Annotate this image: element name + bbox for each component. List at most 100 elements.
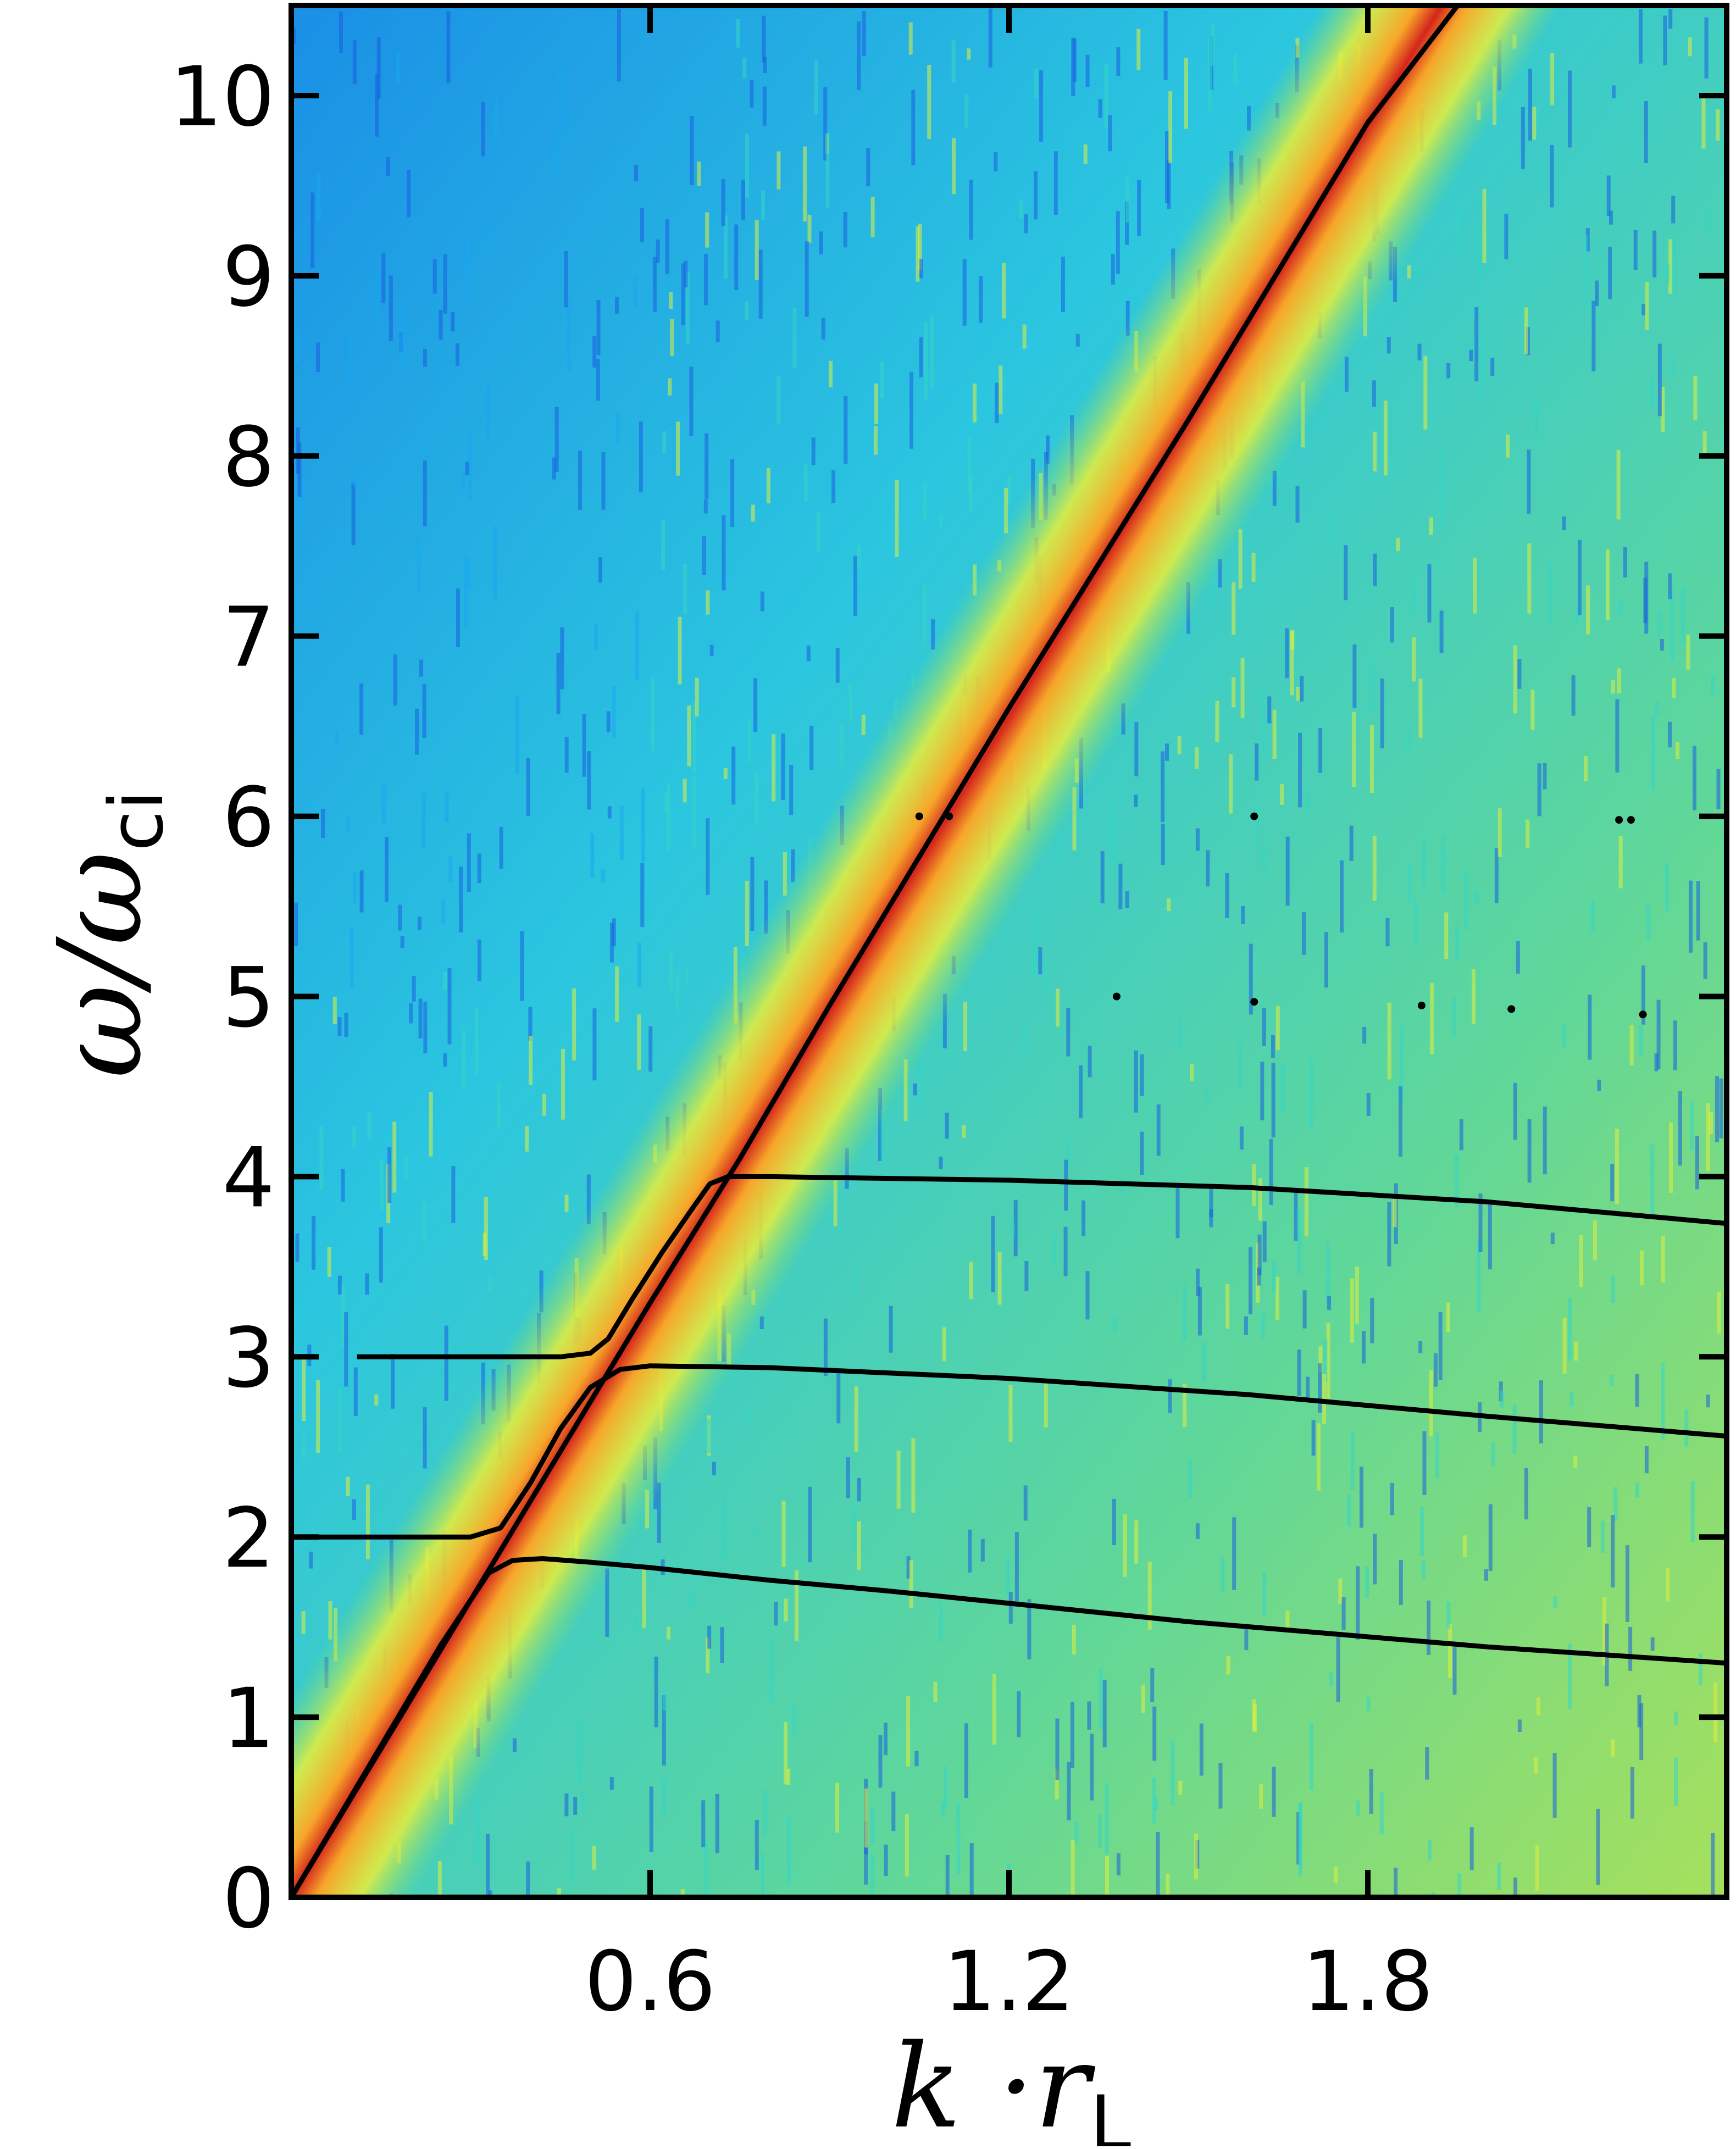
heatmap-cell	[1232, 1517, 1236, 1590]
heatmap-cell	[1457, 1873, 1462, 1897]
heatmap-cell	[763, 1789, 768, 1837]
heatmap-cell	[1240, 658, 1245, 719]
heatmap-cell	[1019, 199, 1023, 219]
heatmap-cell	[1386, 337, 1391, 354]
heatmap-cell	[919, 1040, 924, 1110]
heatmap-cell	[477, 939, 481, 981]
heatmap-cell	[789, 765, 794, 815]
heatmap-cell	[1329, 1672, 1334, 1687]
heatmap-cell	[1330, 509, 1335, 548]
heatmap-cell	[1006, 1558, 1010, 1595]
heatmap-cell	[612, 686, 616, 738]
heatmap-cell	[1716, 109, 1720, 141]
heatmap-cell	[704, 254, 708, 306]
heatmap-cell	[873, 426, 878, 455]
heatmap-cell	[1108, 792, 1113, 862]
heatmap-cell	[1478, 224, 1483, 293]
scatter-point	[1639, 1010, 1647, 1019]
heatmap-cell	[1595, 280, 1599, 307]
heatmap-cell	[1660, 638, 1664, 651]
heatmap-cell	[1033, 903, 1037, 979]
heatmap-cell	[419, 659, 423, 677]
heatmap-cell	[1071, 1840, 1075, 1897]
heatmap-cell	[1150, 1668, 1155, 1702]
heatmap-cell	[914, 1751, 919, 1767]
heatmap-cell	[1641, 304, 1646, 315]
heatmap-cell	[1356, 1801, 1360, 1816]
heatmap-cell	[956, 1803, 961, 1874]
heatmap-cell	[1183, 1286, 1187, 1341]
heatmap-cell	[781, 734, 785, 800]
heatmap-cell	[1711, 1833, 1715, 1897]
heatmap-cell	[1553, 1596, 1557, 1608]
heatmap-cell	[1125, 301, 1130, 336]
heatmap-cell	[1195, 828, 1200, 851]
heatmap-cell	[1668, 239, 1673, 294]
heatmap-cell	[1421, 1561, 1426, 1579]
heatmap-cell	[967, 48, 971, 60]
heatmap-cell	[1438, 1312, 1443, 1380]
heatmap-cell	[973, 384, 977, 423]
heatmap-cell	[1218, 1763, 1223, 1809]
heatmap-cell	[988, 8, 992, 68]
heatmap-cell	[1390, 607, 1394, 643]
heatmap-cell	[1668, 573, 1672, 599]
heatmap-cell	[784, 1722, 788, 1785]
heatmap-cell	[499, 826, 503, 869]
heatmap-cell	[1663, 15, 1667, 65]
heatmap-cell	[1671, 196, 1676, 224]
heatmap-cell	[486, 1834, 490, 1897]
heatmap-cell	[1075, 334, 1080, 347]
heatmap-cell	[1300, 676, 1304, 702]
heatmap-cell	[1290, 631, 1294, 696]
heatmap-cell	[365, 1273, 369, 1295]
heatmap-cell	[823, 87, 828, 161]
heatmap-cell	[831, 470, 836, 503]
heatmap-cell	[1272, 1261, 1276, 1292]
heatmap-cell	[669, 950, 673, 992]
heatmap-cell	[1506, 434, 1510, 458]
heatmap-cell	[467, 833, 471, 892]
heatmap-cell	[1258, 1178, 1262, 1221]
heatmap-cell	[1371, 663, 1375, 710]
heatmap-cell	[1100, 851, 1105, 903]
heatmap-cell	[1090, 1734, 1094, 1801]
heatmap-cell	[578, 450, 582, 510]
heatmap-cell	[1251, 552, 1256, 582]
heatmap-cell	[750, 857, 755, 931]
heatmap-cell	[1259, 1784, 1263, 1809]
heatmap-cell	[525, 1126, 529, 1152]
heatmap-cell	[1022, 324, 1027, 349]
heatmap-cell	[1347, 1494, 1351, 1526]
heatmap-cell	[1061, 257, 1065, 312]
heatmap-cell	[1226, 1656, 1230, 1675]
y-tick-label: 5	[223, 950, 275, 1046]
heatmap-cell	[745, 134, 749, 198]
heatmap-cell	[909, 1560, 913, 1608]
heatmap-cell	[292, 28, 296, 44]
heatmap-cell	[721, 179, 725, 226]
heatmap-cell	[1272, 1767, 1276, 1817]
heatmap-cell	[1039, 70, 1044, 142]
heatmap-cell	[1629, 1025, 1634, 1065]
heatmap-cell	[1699, 1653, 1702, 1685]
heatmap-cell	[1209, 1209, 1213, 1228]
heatmap-cell	[601, 452, 606, 510]
heatmap-cell	[1044, 963, 1048, 994]
heatmap-cell	[1719, 1078, 1723, 1139]
y-tick-label: 3	[223, 1310, 275, 1406]
heatmap-cell	[1527, 1119, 1532, 1183]
heatmap-cell	[374, 268, 379, 335]
heatmap-cell	[906, 1556, 911, 1579]
heatmap-cell	[1285, 1611, 1290, 1629]
x-tick-label: 0.6	[585, 1934, 716, 2030]
heatmap-cell	[864, 1821, 868, 1885]
heatmap-cell	[1373, 553, 1377, 586]
heatmap-cell	[564, 251, 568, 308]
heatmap-cell	[683, 564, 687, 614]
heatmap-cell	[381, 253, 386, 303]
heatmap-cell	[1152, 1706, 1157, 1761]
heatmap-cell	[1646, 904, 1650, 940]
heatmap-cell	[1513, 645, 1517, 714]
heatmap-cell	[1394, 1868, 1398, 1897]
